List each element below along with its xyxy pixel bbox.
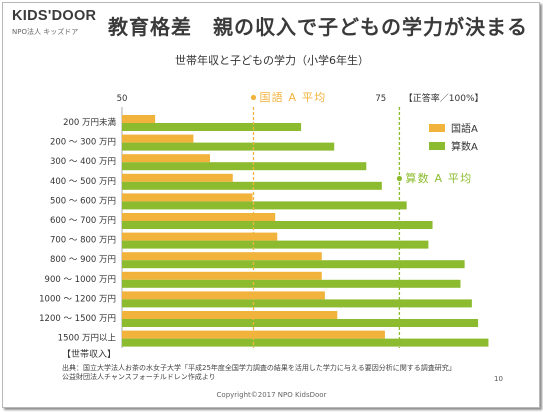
kokugo-a-bar bbox=[122, 311, 338, 319]
sansu-a-bar bbox=[122, 319, 479, 327]
legend-swatch-sansu-a bbox=[429, 142, 445, 150]
source-note-line1: 出典：国立大学法人お茶の水女子大学「平成25年度全国学力調査の結果を活用した学力… bbox=[62, 364, 456, 372]
category-label: 500 ～ 600 万円 bbox=[50, 196, 116, 206]
category-label: 200 ～ 300 万円 bbox=[50, 138, 116, 148]
kokugo-a-bar bbox=[122, 193, 253, 202]
category-label: 800 ～ 900 万円 bbox=[50, 255, 116, 265]
category-label: 600 ～ 700 万円 bbox=[50, 216, 116, 226]
sansu-a-bar bbox=[122, 142, 335, 151]
category-label: 1200 ～ 1500 万円 bbox=[39, 314, 116, 324]
chart-title: 世帯年収と子どもの学力（小学6年生） bbox=[175, 53, 369, 67]
legend-label-kokugo-a: 国語A bbox=[451, 122, 478, 135]
sansu-a-bar bbox=[122, 240, 429, 249]
legend-label-sansu-a: 算数A bbox=[451, 140, 478, 153]
category-label: 200 万円未満 bbox=[63, 117, 116, 128]
kokugo-a-bar bbox=[122, 232, 278, 241]
kokugo-a-bar bbox=[122, 115, 156, 123]
category-label: 700 ～ 800 万円 bbox=[50, 236, 116, 246]
sansu-a-average-label: 算数 A 平均 bbox=[405, 171, 472, 185]
source-note-line2: 公益財団法人チャンスフォーチルドレン作成より bbox=[62, 373, 216, 381]
sansu-a-bar bbox=[122, 221, 433, 229]
sansu-a-bar bbox=[122, 338, 489, 347]
category-label: 400 ～ 500 万円 bbox=[50, 177, 116, 187]
kokugo-a-bar bbox=[122, 213, 276, 221]
slide-title: 教育格差 親の収入で子どもの学力が決まる bbox=[108, 15, 528, 39]
kokugo-a-bar bbox=[122, 252, 322, 261]
kokugo-a-bar bbox=[122, 291, 325, 300]
x-tick-label: 50 bbox=[117, 94, 128, 104]
sansu-a-bar bbox=[122, 181, 382, 190]
x-tick-label: 75 bbox=[375, 94, 386, 104]
sansu-a-bar bbox=[122, 279, 461, 288]
copyright: Copyright©2017 NPO KidsDoor bbox=[216, 391, 327, 399]
category-label: 300 ～ 400 万円 bbox=[50, 157, 116, 167]
sansu-a-bar bbox=[122, 123, 302, 131]
legend-swatch-kokugo-a bbox=[429, 124, 445, 132]
sansu-a-bar bbox=[122, 162, 367, 171]
category-label: 900 ～ 1000 万円 bbox=[45, 275, 116, 285]
kokugo-a-bar bbox=[122, 154, 210, 163]
kokugo-a-average-label: 国語 A 平均 bbox=[259, 90, 326, 104]
sansu-a-bar bbox=[122, 260, 465, 269]
category-label: 1500 万円以上 bbox=[58, 334, 117, 344]
sansu-a-bar bbox=[122, 201, 407, 210]
sansu-a-average-marker bbox=[396, 175, 403, 182]
y-axis-label: 【世帯収入】 bbox=[62, 348, 116, 360]
kokugo-a-bar bbox=[122, 173, 233, 182]
kidsdoor-logo: KIDS'DOOR NPO法人 キッズドア bbox=[12, 8, 102, 38]
page-number: 10 bbox=[494, 375, 503, 383]
kokugo-a-bar bbox=[122, 134, 194, 143]
logo-subtitle: NPO法人 キッズドア bbox=[12, 28, 79, 36]
kokugo-a-bar bbox=[122, 271, 322, 280]
logo-name: KIDS'DOOR bbox=[12, 8, 97, 24]
x-axis-label: 【正答率／100%】 bbox=[404, 92, 484, 104]
kokugo-a-average-marker bbox=[250, 94, 257, 101]
category-label: 1000 ～ 1200 万円 bbox=[39, 294, 116, 304]
sansu-a-bar bbox=[122, 299, 472, 308]
